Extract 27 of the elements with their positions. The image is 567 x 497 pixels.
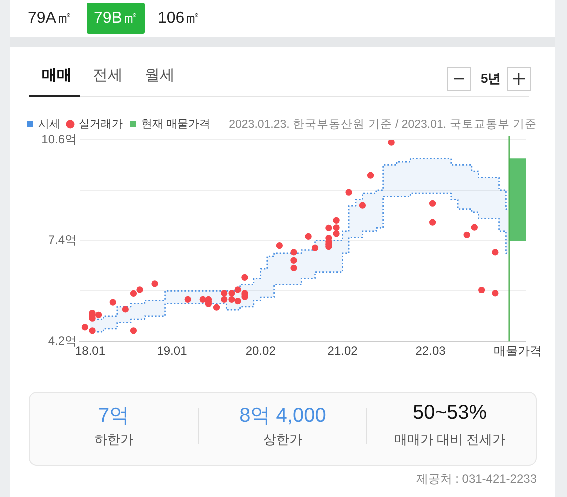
text: 하한가 — [94, 431, 134, 449]
text: 매매 — [42, 66, 72, 85]
x-tick-label: 21.02 — [328, 344, 358, 358]
text: 상한가 — [262, 431, 304, 449]
text: 월세 — [145, 66, 175, 85]
text: 50~53% — [412, 402, 488, 425]
x-tick-label: 매물가격 — [494, 344, 542, 358]
x-tick-label: 22.03 — [416, 344, 446, 358]
text: 8억 4,000 — [238, 404, 328, 429]
text: 2023.01.23. 한국부동산원 기준 / 2023.01. 국토교통부 기준 — [229, 118, 537, 132]
text: 106㎡ — [158, 9, 201, 29]
text: 7억 — [97, 404, 131, 429]
text: 제공처 : 031-421-2233 — [416, 471, 537, 488]
text: 79A㎡ — [28, 9, 72, 29]
y-tick-label: 7.4억 — [48, 233, 77, 248]
y-tick-label: 4.2억 — [48, 334, 77, 348]
text: 5년 — [481, 70, 502, 88]
text: 79B㎡ — [87, 3, 146, 34]
x-tick-label: 20.02 — [246, 344, 276, 358]
legend-label: 현재 매물가격 — [142, 118, 211, 131]
y-tick-label: 10.6억 — [42, 132, 77, 146]
legend-label: 실거래가 — [79, 118, 123, 131]
x-tick-label: 19.01 — [157, 344, 188, 358]
x-tick-label: 18.01 — [76, 344, 106, 358]
legend-label: 시세 — [38, 118, 60, 131]
text: 매매가 대비 전세가 — [393, 431, 507, 449]
text: 전세 — [93, 66, 123, 85]
